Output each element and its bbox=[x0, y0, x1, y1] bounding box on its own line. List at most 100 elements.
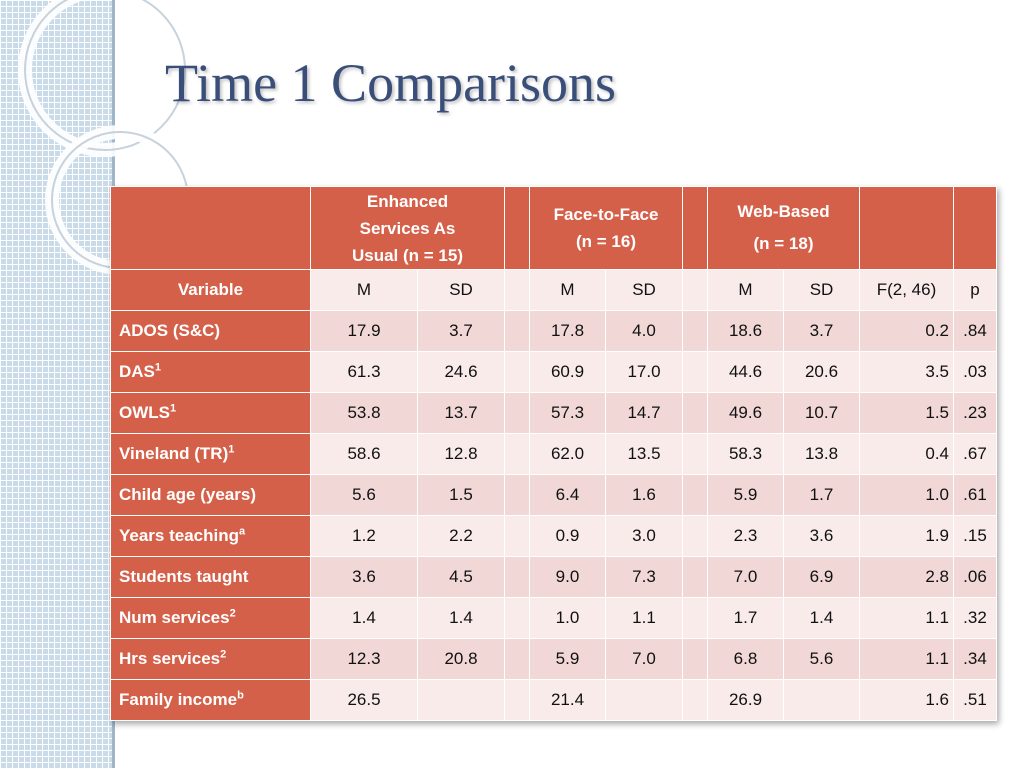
cell-f-stat: 2.8 bbox=[859, 556, 954, 598]
table-row: Vineland (TR)1 58.6 12.8 62.0 13.5 58.3 13.8 0.… bbox=[110, 433, 997, 475]
cell-esau-mean: 61.3 bbox=[310, 351, 418, 393]
cell-esau-sd: 13.7 bbox=[417, 392, 505, 434]
header-esau-line2: Services As bbox=[359, 218, 456, 238]
group-header-row: Enhanced Services As Usual (n = 15) Face… bbox=[110, 186, 997, 270]
row-label-text: Years teaching bbox=[119, 526, 240, 545]
cell-esau-sd: 24.6 bbox=[417, 351, 505, 393]
cell-ftf-mean: 57.3 bbox=[529, 392, 606, 434]
gap-cell bbox=[682, 515, 708, 557]
cell-esau-mean: 1.4 bbox=[310, 597, 418, 639]
cell-ftf-mean: 21.4 bbox=[529, 679, 606, 721]
table-row: Students taught 3.6 4.5 9.0 7.3 7.0 6.9 2.8.06 bbox=[110, 556, 997, 598]
cell-esau-mean: 53.8 bbox=[310, 392, 418, 434]
row-label: Students taught bbox=[110, 556, 311, 598]
table-row: DAS1 61.3 24.6 60.9 17.0 44.6 20.6 3.5.03 bbox=[110, 351, 997, 393]
table-row: Num services2 1.4 1.4 1.0 1.1 1.7 1.4 1.1.32 bbox=[110, 597, 997, 639]
cell-web-mean: 5.9 bbox=[707, 474, 784, 516]
cell-ftf-sd: 17.0 bbox=[605, 351, 683, 393]
row-label-footnote: 1 bbox=[170, 402, 177, 415]
gap-cell bbox=[504, 638, 530, 680]
comparison-table-wrapper: Enhanced Services As Usual (n = 15) Face… bbox=[110, 186, 997, 721]
cell-web-mean: 2.3 bbox=[707, 515, 784, 557]
row-label: DAS1 bbox=[110, 351, 311, 393]
cell-esau-sd: 3.7 bbox=[417, 310, 505, 352]
header-ftf-line2: (n = 16) bbox=[576, 232, 636, 251]
cell-p-value: .67 bbox=[953, 433, 997, 475]
gap-cell bbox=[682, 597, 708, 639]
cell-esau-mean: 3.6 bbox=[310, 556, 418, 598]
subheader-row: Variable M SD M SD M SD F(2, 46) p bbox=[110, 269, 997, 311]
cell-f-stat: 1.1 bbox=[859, 638, 954, 680]
cell-web-mean: 6.8 bbox=[707, 638, 784, 680]
cell-ftf-sd: 4.0 bbox=[605, 310, 683, 352]
table-row: Years teachinga 1.2 2.2 0.9 3.0 2.3 3.6 1.9.15 bbox=[110, 515, 997, 557]
subheader-m: M bbox=[529, 269, 606, 311]
cell-esau-mean: 26.5 bbox=[310, 679, 418, 721]
cell-esau-sd: 12.8 bbox=[417, 433, 505, 475]
row-label-text: OWLS bbox=[119, 403, 170, 422]
gap-cell bbox=[682, 433, 708, 475]
gap-cell bbox=[504, 679, 530, 721]
row-label-text: Hrs services bbox=[119, 649, 221, 668]
gap-cell bbox=[504, 433, 530, 475]
cell-p-value: .61 bbox=[953, 474, 997, 516]
row-label: ADOS (S&C) bbox=[110, 310, 311, 352]
slide-title: Time 1 Comparisons bbox=[165, 53, 617, 113]
cell-ftf-mean: 62.0 bbox=[529, 433, 606, 475]
gap-cell bbox=[682, 392, 708, 434]
row-label: Child age (years) bbox=[110, 474, 311, 516]
row-label-text: Students taught bbox=[119, 567, 249, 586]
subheader-p: p bbox=[953, 269, 997, 311]
gap-cell bbox=[504, 515, 530, 557]
cell-esau-mean: 58.6 bbox=[310, 433, 418, 475]
subheader-sd: SD bbox=[605, 269, 683, 311]
row-label: Num services2 bbox=[110, 597, 311, 639]
cell-ftf-mean: 6.4 bbox=[529, 474, 606, 516]
cell-ftf-mean: 5.9 bbox=[529, 638, 606, 680]
cell-p-value: .34 bbox=[953, 638, 997, 680]
gap-cell bbox=[682, 269, 708, 311]
gap-cell bbox=[682, 310, 708, 352]
cell-f-stat: 1.1 bbox=[859, 597, 954, 639]
cell-p-value: .32 bbox=[953, 597, 997, 639]
cell-ftf-sd: 7.3 bbox=[605, 556, 683, 598]
cell-ftf-sd: 13.5 bbox=[605, 433, 683, 475]
cell-web-mean: 1.7 bbox=[707, 597, 784, 639]
row-label-text: Num services bbox=[119, 608, 230, 627]
comparison-table: Enhanced Services As Usual (n = 15) Face… bbox=[110, 186, 997, 721]
cell-p-value: .51 bbox=[953, 679, 997, 721]
header-ftf-line1: Face-to-Face bbox=[553, 205, 659, 224]
cell-esau-sd: 1.5 bbox=[417, 474, 505, 516]
cell-esau-sd: 4.5 bbox=[417, 556, 505, 598]
cell-ftf-mean: 17.8 bbox=[529, 310, 606, 352]
cell-p-value: .15 bbox=[953, 515, 997, 557]
cell-esau-sd: 2.2 bbox=[417, 515, 505, 557]
cell-esau-sd bbox=[417, 679, 505, 721]
header-gap bbox=[504, 186, 530, 270]
header-face-to-face: Face-to-Face (n = 16) bbox=[529, 186, 683, 270]
cell-web-sd: 3.7 bbox=[783, 310, 860, 352]
subheader-variable: Variable bbox=[110, 269, 311, 311]
cell-f-stat: 1.0 bbox=[859, 474, 954, 516]
gap-cell bbox=[504, 269, 530, 311]
table-row: Hrs services2 12.3 20.8 5.9 7.0 6.8 5.6 1.1.34 bbox=[110, 638, 997, 680]
cell-web-mean: 58.3 bbox=[707, 433, 784, 475]
cell-web-sd bbox=[783, 679, 860, 721]
row-label: OWLS1 bbox=[110, 392, 311, 434]
cell-f-stat: 1.5 bbox=[859, 392, 954, 434]
header-esau-line3: Usual (n = 15) bbox=[351, 245, 463, 265]
cell-ftf-mean: 60.9 bbox=[529, 351, 606, 393]
subheader-f-stat: F(2, 46) bbox=[859, 269, 954, 311]
row-label-footnote: a bbox=[239, 525, 246, 538]
cell-ftf-sd: 14.7 bbox=[605, 392, 683, 434]
cell-esau-mean: 12.3 bbox=[310, 638, 418, 680]
row-label-text: Child age (years) bbox=[119, 485, 256, 504]
row-label: Vineland (TR)1 bbox=[110, 433, 311, 475]
subheader-m: M bbox=[310, 269, 418, 311]
header-blank bbox=[953, 186, 997, 270]
cell-ftf-mean: 9.0 bbox=[529, 556, 606, 598]
cell-esau-sd: 20.8 bbox=[417, 638, 505, 680]
subheader-m: M bbox=[707, 269, 784, 311]
gap-cell bbox=[504, 351, 530, 393]
row-label-footnote: 1 bbox=[228, 443, 235, 456]
